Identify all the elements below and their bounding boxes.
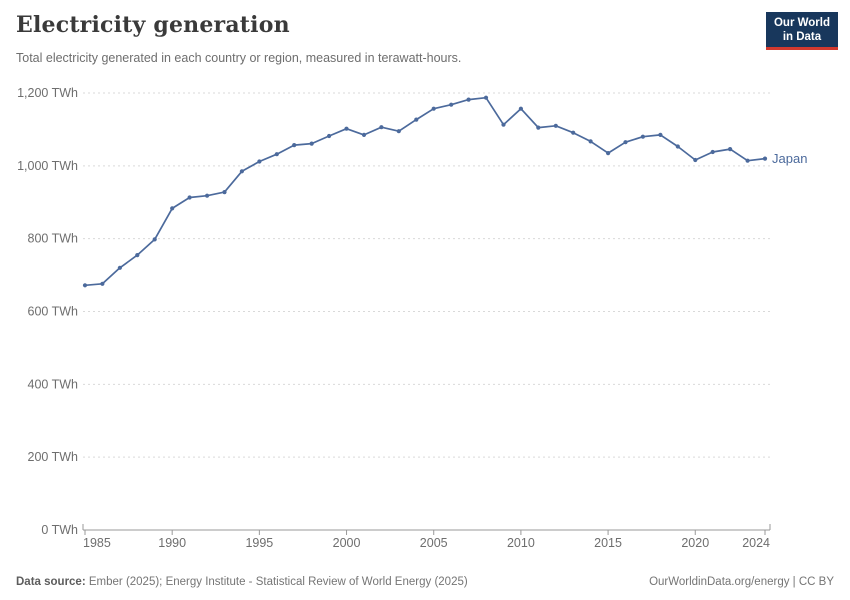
owid-logo[interactable]: Our World in Data — [765, 12, 838, 50]
data-point[interactable] — [327, 133, 332, 139]
data-point[interactable] — [640, 134, 646, 139]
data-point[interactable] — [239, 169, 244, 174]
data-point[interactable] — [309, 141, 314, 146]
data-point[interactable] — [762, 156, 768, 161]
data-point[interactable] — [152, 237, 157, 242]
data-point[interactable] — [571, 130, 576, 135]
y-tick-label: 1,200 TWh — [17, 86, 78, 100]
plot-area[interactable] — [83, 93, 770, 530]
page-title: Electricity generation — [16, 12, 290, 38]
series-line-japan[interactable] — [84, 96, 766, 287]
data-point[interactable] — [274, 152, 279, 157]
x-tick-label: 1985 — [83, 536, 111, 550]
data-source-label: Data source: — [16, 576, 86, 588]
data-point[interactable] — [675, 144, 680, 149]
logo-line1: Our World — [773, 17, 830, 29]
data-point[interactable] — [205, 193, 210, 198]
data-point[interactable] — [222, 190, 227, 195]
data-point[interactable] — [623, 140, 628, 145]
data-point[interactable] — [606, 151, 611, 156]
data-source: Data source: Ember (2025); Energy Instit… — [16, 576, 468, 588]
data-point[interactable] — [710, 149, 715, 155]
data-point[interactable] — [466, 97, 471, 102]
data-point[interactable] — [745, 158, 750, 163]
data-point[interactable] — [414, 117, 419, 122]
footer-link[interactable]: OurWorldinData.org/energy | CC BY — [649, 576, 834, 588]
data-point[interactable] — [292, 143, 297, 148]
y-tick-label: 600 TWh — [28, 305, 79, 319]
x-tick-label: 2000 — [333, 536, 361, 550]
chart-subtitle: Total electricity generated in each coun… — [16, 51, 462, 65]
data-point[interactable] — [100, 281, 105, 286]
data-point[interactable] — [344, 126, 349, 131]
data-point[interactable] — [588, 139, 593, 144]
data-point[interactable] — [170, 206, 175, 211]
line-chart[interactable]: 0 TWh 200 TWh 400 TWh 600 TWh 800 TWh 1,000 T… — [0, 80, 850, 555]
footer: Data source: Ember (2025); Energy Instit… — [16, 576, 834, 588]
x-tick-label: 2015 — [594, 536, 622, 550]
x-tick-label: 2005 — [420, 536, 448, 550]
data-point[interactable] — [693, 157, 698, 163]
y-tick-label: 200 TWh — [28, 450, 79, 464]
data-point[interactable] — [728, 147, 733, 152]
data-point[interactable] — [431, 106, 436, 111]
data-point[interactable] — [553, 123, 558, 128]
data-point[interactable] — [187, 195, 192, 200]
series-label-japan[interactable]: Japan — [772, 151, 807, 166]
data-point[interactable] — [135, 253, 140, 258]
data-point[interactable] — [379, 125, 384, 130]
data-point[interactable] — [257, 159, 262, 164]
x-tick-label: 1990 — [158, 536, 186, 550]
data-point[interactable] — [658, 132, 663, 137]
y-tick-label: 800 TWh — [28, 232, 79, 246]
data-point[interactable] — [536, 125, 541, 130]
data-point[interactable] — [396, 129, 401, 134]
data-point[interactable] — [501, 122, 506, 127]
logo-line2: in Data — [782, 31, 822, 43]
y-tick-label: 1,000 TWh — [17, 159, 78, 173]
x-tick-label: 2010 — [507, 536, 535, 550]
data-point[interactable] — [82, 283, 88, 288]
x-tick-label: 1995 — [245, 536, 273, 550]
data-point[interactable] — [518, 106, 524, 111]
data-point[interactable] — [117, 265, 122, 270]
y-tick-label: 400 TWh — [28, 377, 79, 391]
data-point[interactable] — [483, 95, 489, 100]
y-tick-label: 0 TWh — [41, 523, 78, 537]
x-tick-label: 2024 — [742, 536, 770, 550]
data-point[interactable] — [361, 132, 367, 137]
x-tick-label: 2020 — [681, 536, 709, 550]
data-point[interactable] — [449, 102, 454, 107]
data-source-text: Ember (2025); Energy Institute - Statist… — [88, 576, 468, 588]
